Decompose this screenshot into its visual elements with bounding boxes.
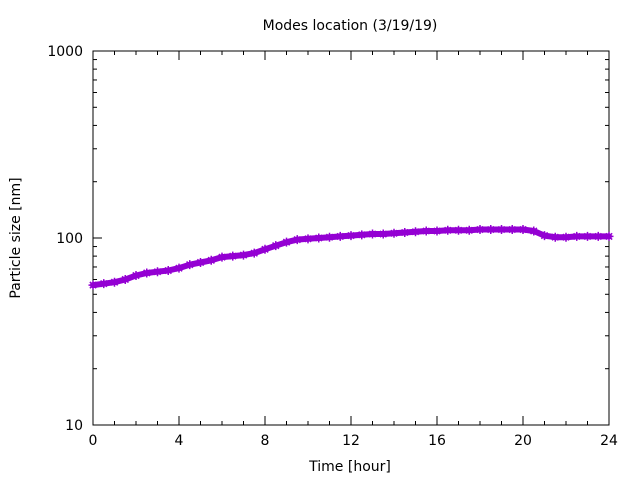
data-point: [411, 227, 420, 237]
data-point: [572, 231, 582, 241]
data-point: [217, 252, 227, 262]
x-tick-label: 24: [600, 433, 618, 449]
data-point: [271, 241, 281, 251]
data-point: [282, 237, 291, 247]
x-tick-label: 4: [175, 433, 184, 449]
data-point: [239, 250, 248, 260]
data-point: [378, 229, 388, 239]
x-tick-label: 0: [89, 433, 98, 449]
y-axis-label: Particle size [nm]: [8, 177, 24, 298]
data-point: [497, 225, 506, 235]
data-point: [88, 280, 98, 290]
data-point: [561, 232, 571, 242]
data-point: [432, 226, 442, 236]
data-point: [486, 225, 496, 235]
data-point: [400, 228, 410, 238]
data-point: [583, 231, 592, 241]
data-point: [368, 229, 377, 239]
data-point: [142, 268, 152, 278]
data-point: [249, 248, 259, 258]
data-point: [196, 257, 205, 267]
data-point: [174, 263, 184, 273]
data-point: [529, 226, 539, 236]
data-point: [443, 225, 453, 235]
data-point: [185, 260, 195, 270]
data-point: [292, 235, 302, 245]
data-point: [593, 231, 603, 241]
data-point: [389, 228, 399, 238]
data-point: [335, 231, 345, 241]
data-point: [163, 266, 173, 276]
x-axis-label: Time [hour]: [308, 459, 391, 475]
chart-title: Modes location (3/19/19): [263, 18, 438, 34]
data-point: [346, 231, 356, 241]
x-tick-label: 20: [514, 433, 532, 449]
data-point: [550, 232, 560, 242]
y-tick-label: 10: [65, 418, 83, 434]
data-point: [120, 274, 130, 284]
data-point: [314, 233, 324, 243]
x-tick-label: 8: [261, 433, 270, 449]
data-point: [475, 225, 485, 235]
data-point: [110, 277, 119, 287]
y-tick-label: 100: [56, 231, 83, 247]
data-point: [518, 225, 528, 235]
data-point: [540, 231, 549, 241]
y-tick-label: 1000: [47, 44, 83, 60]
data-point: [507, 225, 517, 235]
data-point: [206, 255, 216, 265]
data-point: [303, 234, 313, 244]
data-point: [325, 232, 334, 242]
data-point: [604, 231, 614, 241]
data-point: [153, 267, 162, 277]
data-point: [99, 279, 109, 289]
data-point: [421, 226, 431, 236]
x-tick-label: 12: [342, 433, 360, 449]
data-point: [464, 225, 474, 235]
data-point: [260, 244, 270, 254]
data-point: [357, 230, 367, 240]
data-point: [228, 251, 238, 261]
x-tick-label: 16: [428, 433, 446, 449]
data-point: [131, 271, 141, 281]
data-point: [454, 225, 463, 235]
